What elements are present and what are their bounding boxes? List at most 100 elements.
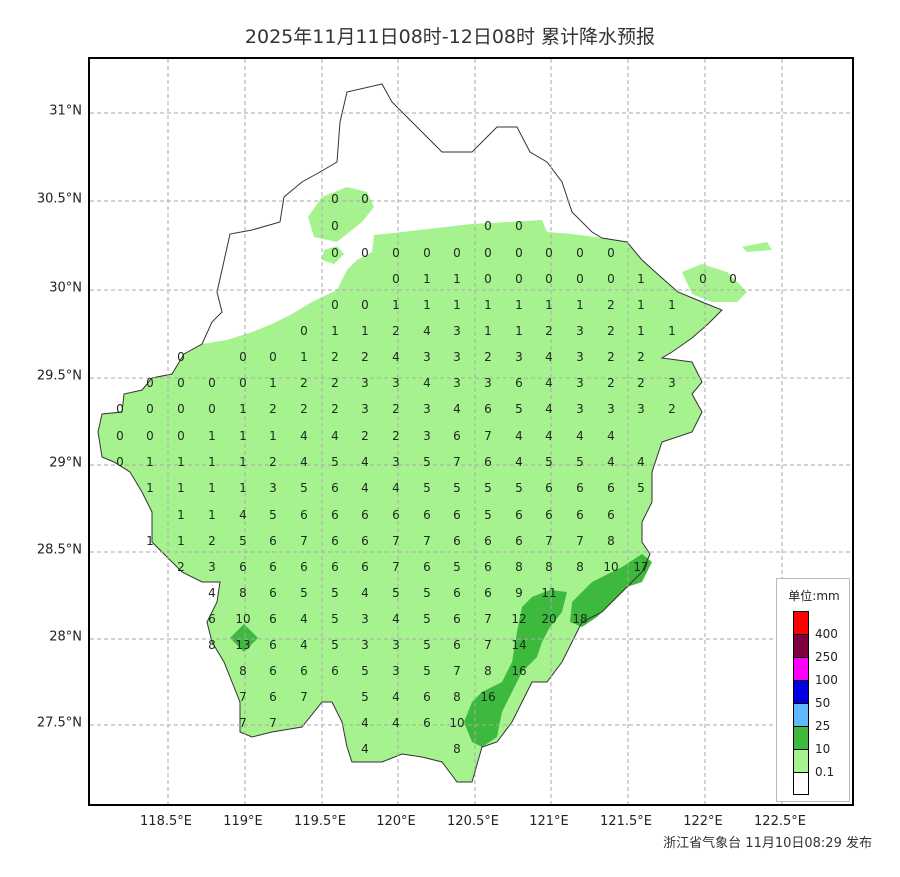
precip-value: 5 (331, 586, 339, 600)
precip-value: 5 (423, 612, 431, 626)
precip-value: 1 (668, 324, 676, 338)
precip-value: 2 (177, 560, 185, 574)
precip-value: 0 (208, 402, 216, 416)
precip-value: 0 (361, 192, 369, 206)
precip-value: 0 (331, 192, 339, 206)
precip-value: 6 (545, 508, 553, 522)
precip-value: 6 (453, 508, 461, 522)
precip-value: 4 (545, 376, 553, 390)
precip-value: 3 (515, 350, 523, 364)
precip-value: 4 (361, 716, 369, 730)
precip-value: 1 (177, 534, 185, 548)
precip-area-north-small (322, 246, 344, 264)
precip-value: 0 (177, 350, 185, 364)
precip-value: 7 (453, 455, 461, 469)
precip-value: 6 (300, 664, 308, 678)
precip-value: 5 (637, 481, 645, 495)
precip-value: 5 (423, 638, 431, 652)
precip-value: 6 (331, 560, 339, 574)
precip-value: 1 (269, 429, 277, 443)
precip-value: 8 (239, 664, 247, 678)
precip-value: 5 (453, 560, 461, 574)
precip-value: 7 (484, 638, 492, 652)
precip-value: 6 (423, 508, 431, 522)
precip-value: 7 (453, 664, 461, 678)
precip-value: 1 (146, 481, 154, 495)
legend-swatch (793, 657, 809, 680)
precip-value: 11 (541, 586, 557, 600)
precip-value: 1 (239, 402, 247, 416)
precip-value: 1 (545, 298, 553, 312)
precip-value: 4 (300, 429, 308, 443)
precip-value: 3 (361, 376, 369, 390)
precip-value: 4 (361, 742, 369, 756)
precip-value: 7 (239, 716, 247, 730)
precip-value: 3 (484, 376, 492, 390)
precip-value: 7 (300, 690, 308, 704)
precip-value: 0 (515, 272, 523, 286)
longitude-label: 118.5°E (140, 814, 192, 829)
precip-value: 6 (423, 690, 431, 704)
precip-value: 1 (392, 298, 400, 312)
precip-value: 17 (633, 560, 649, 574)
latitude-label: 28°N (49, 629, 82, 645)
precip-value: 20 (541, 612, 557, 626)
precip-value: 1 (208, 481, 216, 495)
precip-value: 0 (300, 324, 308, 338)
precip-value: 2 (484, 350, 492, 364)
precip-value: 3 (392, 664, 400, 678)
precip-value: 2 (208, 534, 216, 548)
precip-value: 0 (576, 246, 584, 260)
legend-swatch (793, 680, 809, 703)
precip-value: 0 (331, 219, 339, 233)
precip-value: 6 (269, 534, 277, 548)
precip-value: 2 (392, 402, 400, 416)
precip-value: 4 (392, 690, 400, 704)
precip-value: 1 (239, 429, 247, 443)
precip-value: 6 (515, 508, 523, 522)
precip-value: 5 (361, 690, 369, 704)
legend-level: 0.1 (815, 765, 835, 779)
map-title: 2025年11月11日08时-12日08时 累计降水预报 (244, 26, 656, 48)
longitude-label: 121°E (529, 814, 569, 829)
precip-value: 1 (177, 455, 185, 469)
map-graphics (90, 59, 852, 804)
precip-value: 2 (637, 376, 645, 390)
precip-value: 0 (361, 298, 369, 312)
graticule (90, 59, 852, 804)
precip-value: 0 (576, 272, 584, 286)
precip-value: 6 (453, 534, 461, 548)
precip-value: 6 (576, 481, 584, 495)
precip-value: 2 (607, 324, 615, 338)
precip-value: 5 (392, 586, 400, 600)
precip-value: 8 (484, 664, 492, 678)
latitude-label: 31°N (49, 103, 82, 119)
precip-value: 0 (607, 272, 615, 286)
precip-value: 7 (392, 534, 400, 548)
precip-value: 1 (668, 298, 676, 312)
precip-value: 1 (453, 272, 461, 286)
precip-value: 4 (239, 508, 247, 522)
precip-value: 4 (300, 612, 308, 626)
precip-value: 3 (423, 429, 431, 443)
precip-value: 6 (607, 508, 615, 522)
longitude-label: 122°E (683, 814, 723, 829)
precip-value: 4 (576, 429, 584, 443)
precip-value: 0 (392, 272, 400, 286)
precip-value: 6 (331, 664, 339, 678)
precip-value: 6 (269, 612, 277, 626)
precip-value: 0 (423, 246, 431, 260)
precip-value: 6 (453, 586, 461, 600)
precip-value: 4 (515, 429, 523, 443)
precip-value: 2 (637, 350, 645, 364)
precip-value: 0 (177, 402, 185, 416)
precip-value: 4 (361, 481, 369, 495)
precip-value: 6 (269, 560, 277, 574)
latitude-label: 29°N (49, 455, 82, 471)
precip-value: 6 (484, 586, 492, 600)
precip-value: 1 (269, 376, 277, 390)
precip-value: 0 (208, 376, 216, 390)
precip-value: 6 (269, 664, 277, 678)
precip-value: 8 (515, 560, 523, 574)
precip-value: 0 (453, 246, 461, 260)
